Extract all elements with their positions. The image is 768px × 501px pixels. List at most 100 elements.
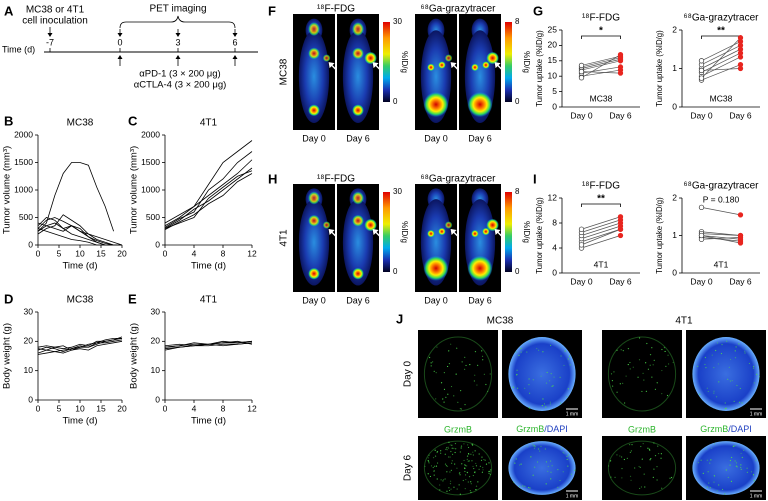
x-axis-label: Time (d) bbox=[62, 416, 97, 427]
data-line bbox=[37, 228, 122, 246]
pet-tumor bbox=[486, 218, 499, 232]
grzmb-signal bbox=[566, 396, 568, 398]
pet-tumor bbox=[364, 51, 377, 65]
grzmb-signal bbox=[520, 347, 522, 350]
grzmb-signal bbox=[487, 390, 489, 392]
colorbar bbox=[505, 192, 512, 272]
pair-point bbox=[578, 242, 585, 248]
grzmb-signal bbox=[430, 465, 433, 467]
grzmb-signal bbox=[532, 379, 534, 381]
tissue-outline bbox=[423, 440, 493, 496]
grzmb-signal bbox=[645, 390, 647, 392]
y-tick-label: 0 bbox=[672, 267, 677, 277]
pair-point bbox=[578, 68, 585, 75]
grzmb-signal bbox=[436, 478, 438, 480]
colorbar-max: 30 bbox=[393, 187, 402, 196]
pet-uptake bbox=[482, 227, 490, 236]
grzmb-signal bbox=[444, 463, 447, 465]
colorbar-unit: %ID/g bbox=[400, 51, 409, 73]
pet-tumor bbox=[486, 51, 499, 65]
pet-body bbox=[298, 30, 330, 124]
grzmb-signal bbox=[448, 350, 450, 352]
grzmb-signal bbox=[446, 471, 448, 473]
grzmb-signal bbox=[610, 373, 613, 375]
pet-model-label: 4T1 bbox=[279, 229, 290, 247]
pet-uptake bbox=[471, 229, 479, 238]
grzmb-signal bbox=[466, 455, 469, 457]
grzmb-signal bbox=[739, 387, 741, 390]
grzmb-signal bbox=[629, 475, 632, 477]
dapi-tissue bbox=[508, 441, 576, 495]
grzmb-signal bbox=[628, 443, 631, 446]
grzmb-signal bbox=[724, 408, 726, 410]
pet-uptake bbox=[352, 214, 364, 227]
grzmb-signal bbox=[564, 350, 566, 352]
grzmb-signal bbox=[483, 373, 485, 375]
p-value-label: P = 0.180 bbox=[703, 194, 740, 204]
grzmb-signal bbox=[466, 471, 469, 474]
pair-line bbox=[701, 235, 741, 240]
x-tick-label: 4 bbox=[192, 248, 197, 258]
grzmb-signal bbox=[430, 362, 432, 364]
grzmb-signal bbox=[706, 387, 708, 389]
grzmb-signal bbox=[740, 466, 742, 469]
grzmb-signal bbox=[651, 347, 653, 349]
pet-day-label: Day 6 bbox=[468, 133, 492, 143]
grzmb-signal bbox=[446, 365, 449, 368]
grzmb-signal bbox=[661, 392, 663, 395]
grzmb-signal bbox=[519, 485, 521, 488]
grzmb-signal bbox=[484, 459, 486, 461]
merge-suffix: /DAPI bbox=[544, 424, 568, 434]
grzmb-signal bbox=[755, 460, 757, 462]
grzmb-signal bbox=[458, 484, 460, 486]
grzmb-signal bbox=[729, 464, 731, 466]
panel-label: I bbox=[533, 171, 537, 186]
treatment-label: αPD-1 (3 × 200 μg) bbox=[139, 69, 220, 80]
data-line bbox=[164, 170, 253, 229]
y-tick-label: 30 bbox=[24, 306, 34, 316]
grzmb-signal bbox=[726, 340, 728, 342]
pet-uptake bbox=[308, 267, 320, 280]
grzmb-signal bbox=[518, 464, 521, 466]
grzmb-signal bbox=[433, 465, 436, 467]
grzmb-signal bbox=[629, 368, 631, 370]
y-tick-label: 12 bbox=[548, 192, 558, 202]
pair-line bbox=[701, 45, 741, 65]
pet-day-label: Day 0 bbox=[424, 295, 448, 305]
grzmb-signal bbox=[513, 481, 515, 483]
grzmb-signal bbox=[550, 460, 552, 462]
grzmb-signal bbox=[451, 447, 453, 449]
grzmb-signal bbox=[713, 474, 715, 477]
grzmb-signal bbox=[466, 458, 468, 460]
y-axis-label: Tumor uptake (%ID/g) bbox=[655, 30, 664, 107]
grzmb-signal bbox=[475, 465, 478, 467]
grzmb-signal bbox=[481, 355, 484, 357]
arrow-head bbox=[117, 55, 123, 59]
y-axis-label: Body weight (g) bbox=[2, 323, 13, 389]
grzmb-signal bbox=[632, 366, 634, 368]
grzmb-signal bbox=[745, 348, 747, 350]
pair-point bbox=[617, 232, 624, 239]
group-label: 4T1 bbox=[594, 259, 609, 269]
grzmb-signal bbox=[619, 383, 621, 385]
grzmb-signal bbox=[448, 447, 450, 449]
y-tick-label: 0 bbox=[155, 394, 160, 404]
colorbar bbox=[505, 22, 512, 102]
grzmb-signal bbox=[440, 450, 442, 452]
grzmb-signal bbox=[460, 390, 462, 392]
y-axis-label: Tumor uptake (%ID/g) bbox=[655, 197, 664, 274]
grzmb-signal bbox=[567, 454, 570, 456]
grzmb-signal bbox=[660, 453, 662, 455]
x-tick-label: 5 bbox=[57, 248, 62, 258]
micro-model-label: 4T1 bbox=[675, 316, 693, 327]
grzmb-signal bbox=[464, 488, 466, 490]
y-tick-label: 10 bbox=[548, 70, 558, 80]
colorbar-min: 0 bbox=[515, 97, 520, 106]
grzmb-signal bbox=[559, 402, 562, 404]
grzmb-signal bbox=[472, 451, 474, 453]
grzmb-signal bbox=[454, 442, 457, 445]
scale-label: 1 mm bbox=[750, 411, 763, 417]
grzmb-signal bbox=[661, 348, 663, 351]
pair-line bbox=[581, 55, 621, 66]
grzmb-signal bbox=[488, 470, 490, 473]
